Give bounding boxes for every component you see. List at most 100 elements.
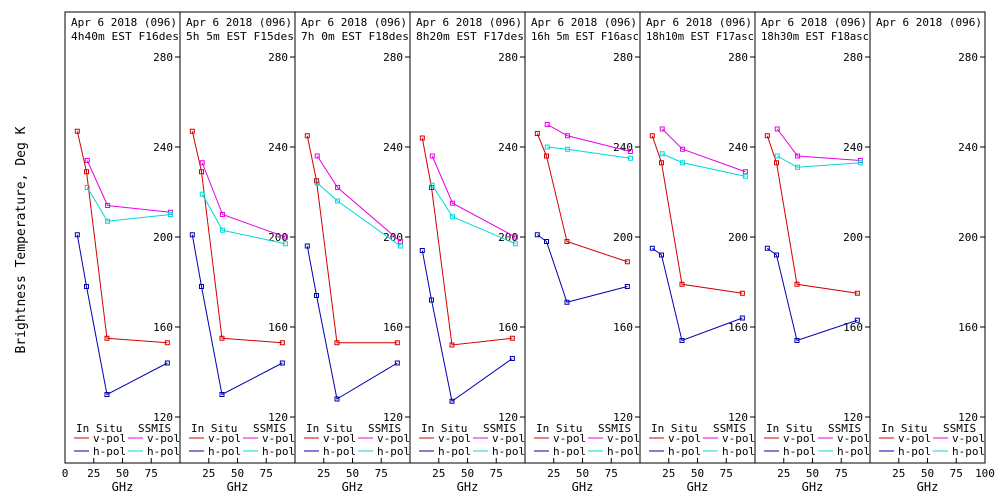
- y-tick-label: 200: [498, 231, 518, 244]
- data-point: [314, 153, 320, 159]
- x-tick-label: 100: [975, 467, 995, 480]
- data-point: [314, 180, 320, 186]
- series-line: [86, 160, 171, 213]
- data-point: [659, 252, 665, 258]
- panel-date: Apr 6 2018 (096): [301, 16, 407, 29]
- legend-ssmis-vpol-label: v-pol: [377, 432, 410, 445]
- y-tick-label: 280: [153, 51, 173, 64]
- data-point: [774, 153, 780, 159]
- data-point: [429, 153, 435, 159]
- series-insitu-h: [649, 245, 745, 343]
- series-line: [76, 234, 168, 396]
- panel-time: 16h 5m EST F16asc: [531, 30, 639, 43]
- panel-time: 18h10m EST F17asc: [646, 30, 754, 43]
- legend-insitu-hpol-label: h-pol: [438, 445, 471, 458]
- data-point: [565, 133, 571, 139]
- series-line: [421, 137, 513, 346]
- legend-ssmis-vpol-label: v-pol: [837, 432, 870, 445]
- data-point: [565, 146, 571, 152]
- y-tick-label: 280: [843, 51, 863, 64]
- data-point: [680, 146, 686, 152]
- legend-ssmis-hpol-label: h-pol: [607, 445, 640, 458]
- data-point: [419, 248, 425, 253]
- data-point: [795, 164, 801, 170]
- legend-in-situ-heading: In Situ: [766, 422, 812, 435]
- legend-insitu-vpol-label: v-pol: [783, 432, 816, 445]
- x-tick-label: 0: [62, 467, 69, 480]
- series-insitu-v: [534, 131, 630, 265]
- data-point: [219, 392, 225, 397]
- series-insitu-v: [649, 133, 745, 296]
- data-point: [279, 360, 285, 366]
- data-point: [512, 241, 518, 247]
- data-point: [335, 185, 341, 190]
- series-line: [421, 250, 513, 403]
- legend-ssmis-hpol-label: h-pol: [492, 445, 525, 458]
- y-tick-label: 120: [843, 411, 863, 424]
- series-line: [316, 155, 401, 242]
- data-point: [282, 241, 288, 247]
- y-tick-label: 240: [958, 141, 978, 154]
- data-point: [774, 126, 780, 132]
- series-line: [306, 135, 398, 344]
- series-line: [767, 247, 858, 342]
- y-tick-label: 200: [958, 231, 978, 244]
- y-tick-label: 280: [268, 51, 288, 64]
- legend-insitu-hpol-label: h-pol: [93, 445, 126, 458]
- x-tick-label: 50: [116, 467, 129, 480]
- panel-date: Apr 6 2018 (096): [531, 16, 637, 29]
- series-ssmis-v: [544, 122, 633, 154]
- y-tick-label: 240: [498, 141, 518, 154]
- panel-5: Apr 6 2018 (096)16h 5m EST F16asc 120 160 2…: [524, 11, 641, 494]
- x-axis-label: GHz: [802, 480, 824, 494]
- y-tick-label: 160: [728, 321, 748, 334]
- data-point: [279, 340, 285, 346]
- panel-7: Apr 6 2018 (096)18h30m EST F18asc 120 160 2…: [754, 11, 871, 494]
- y-tick-label: 280: [958, 51, 978, 64]
- data-point: [739, 290, 745, 296]
- data-point: [84, 284, 90, 289]
- series-line: [661, 128, 746, 173]
- data-point: [534, 131, 540, 136]
- series-line: [662, 153, 746, 177]
- x-tick-label: 75: [720, 467, 733, 480]
- x-tick-label: 75: [490, 467, 503, 480]
- x-axis-label: GHz: [112, 480, 134, 494]
- panel-time: 18h30m EST F18asc: [761, 30, 869, 43]
- series-insitu-h: [74, 232, 170, 397]
- legend-ssmis-hpol-label: h-pol: [262, 445, 295, 458]
- series-ssmis-h: [429, 182, 518, 247]
- y-tick-label: 240: [728, 141, 748, 154]
- data-point: [189, 232, 195, 238]
- panel-date: Apr 6 2018 (096): [416, 16, 522, 29]
- y-tick-label: 120: [958, 411, 978, 424]
- series-line: [651, 135, 743, 294]
- data-point: [199, 169, 205, 175]
- series-line: [201, 194, 286, 245]
- series-line: [86, 187, 171, 222]
- panel-time: 5h 5m EST F15des: [186, 30, 294, 43]
- data-point: [544, 239, 550, 244]
- y-tick-label: 160: [498, 321, 518, 334]
- legend-ssmis-hpol-label: h-pol: [147, 445, 180, 458]
- series-line: [306, 245, 398, 400]
- series-insitu-v: [764, 133, 860, 296]
- data-point: [104, 335, 110, 341]
- x-axis-label: GHz: [572, 480, 594, 494]
- data-point: [282, 234, 288, 240]
- legend-insitu-hpol-label: h-pol: [323, 445, 356, 458]
- data-point: [334, 396, 340, 402]
- series-ssmis-h: [84, 185, 173, 224]
- data-point: [74, 128, 80, 134]
- data-point: [509, 356, 515, 361]
- panel-date: Apr 6 2018 (096): [761, 16, 867, 29]
- data-point: [624, 284, 630, 289]
- data-point: [450, 200, 456, 206]
- series-line: [191, 234, 283, 396]
- legend-ssmis-heading: SSMIS: [598, 422, 631, 435]
- data-point: [394, 360, 400, 366]
- x-tick-label: 50: [461, 467, 474, 480]
- data-point: [449, 398, 455, 404]
- series-ssmis-h: [774, 153, 863, 170]
